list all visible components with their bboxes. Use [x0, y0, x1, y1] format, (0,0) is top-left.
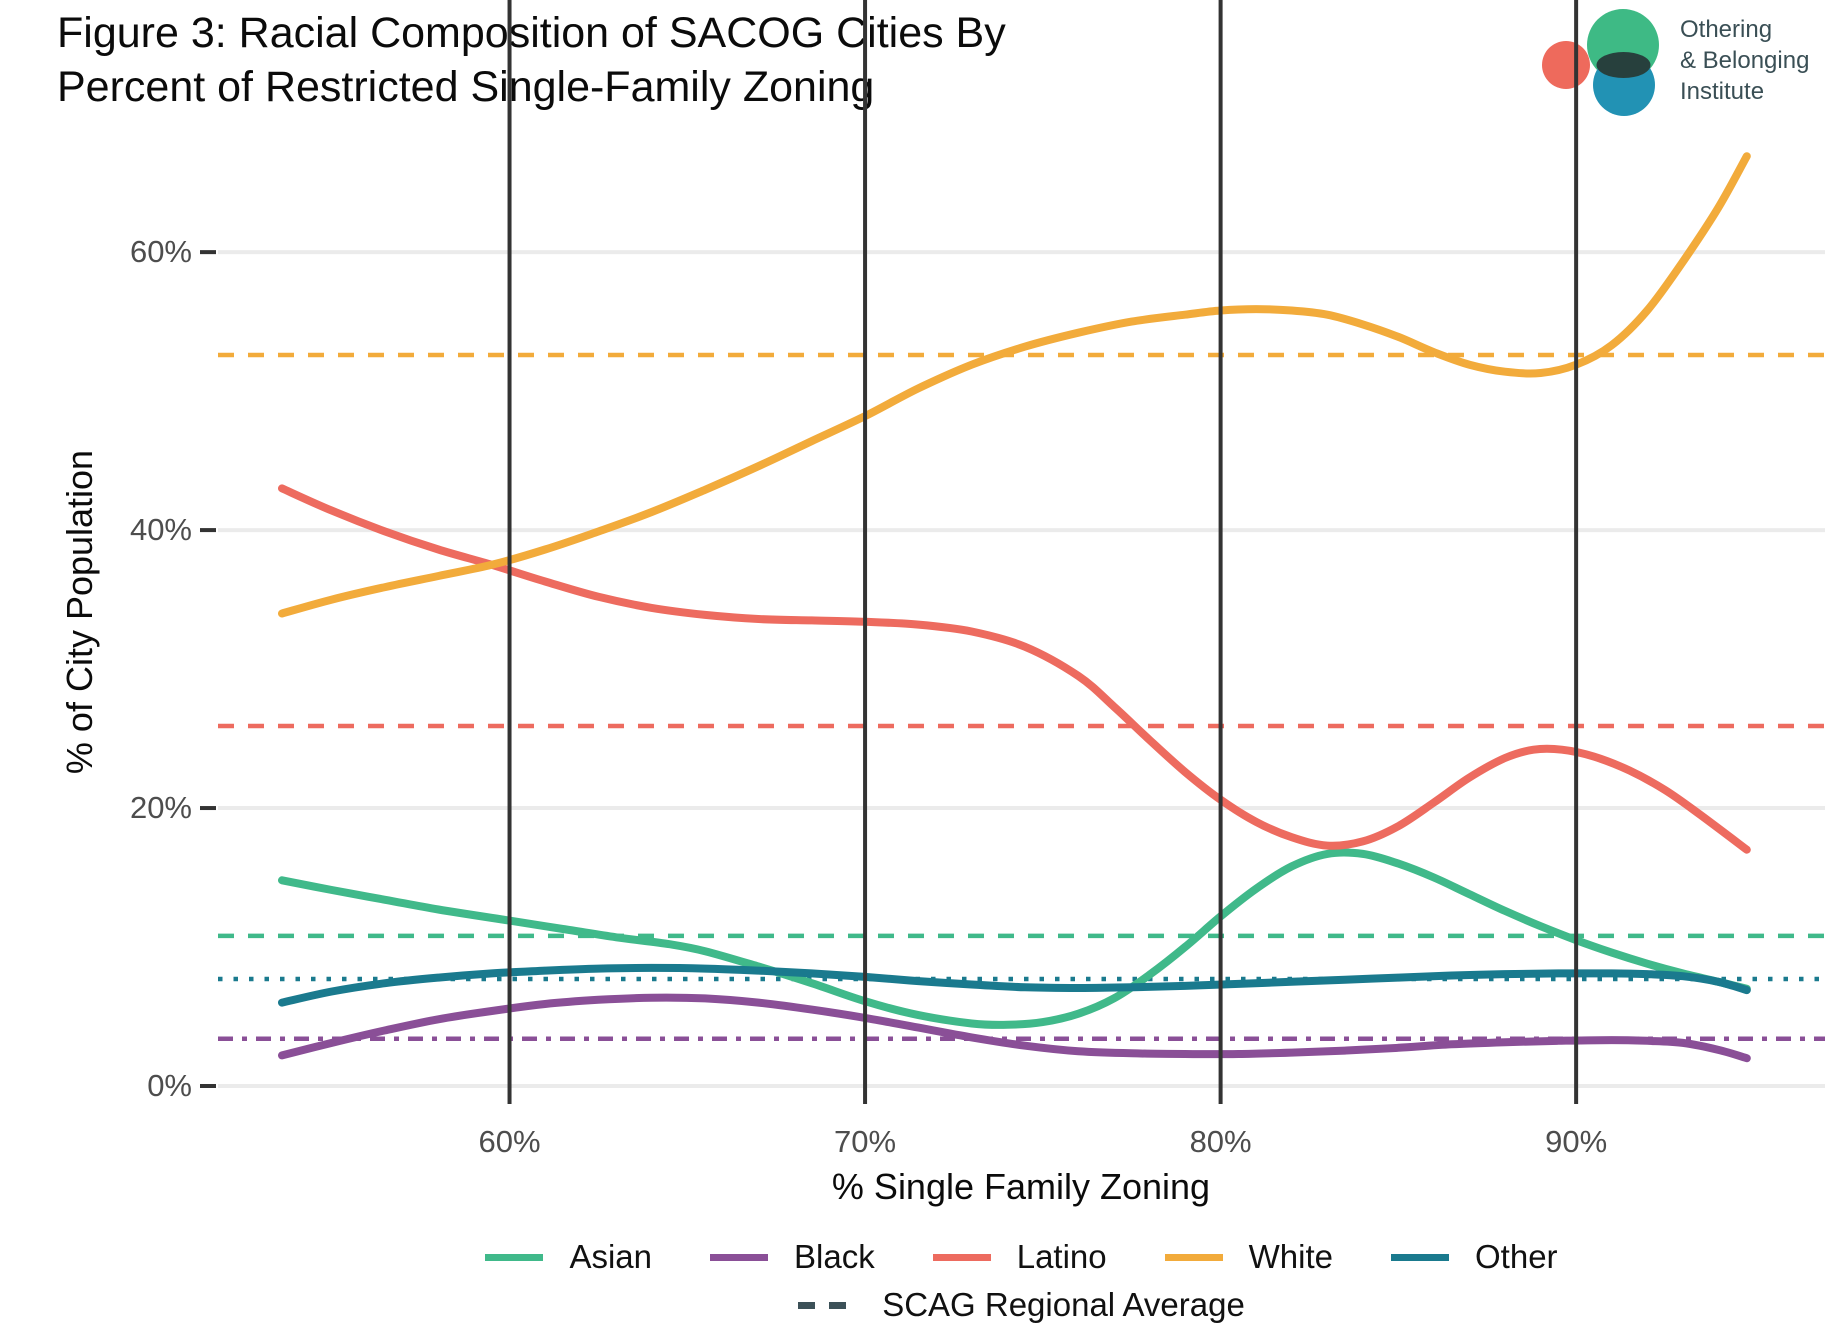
obi-logo: Othering & Belonging Institute [1542, 9, 1809, 116]
logo-overlap-lens [1596, 52, 1651, 78]
figure-title: Figure 3: Racial Composition of SACOG Ci… [57, 6, 1006, 114]
x-tick-label: 90% [1545, 1124, 1608, 1159]
legend-label-other: Other [1475, 1238, 1558, 1275]
x-tick-label: 80% [1189, 1124, 1252, 1159]
curve-black [278, 993, 1751, 1063]
y-tick-label: 0% [147, 1068, 192, 1103]
legend-key-white [1164, 1253, 1223, 1261]
legend-label-asian: Asian [569, 1238, 653, 1275]
legend-key-scag-average [798, 1301, 857, 1309]
y-tick-label: 20% [129, 790, 192, 826]
logo-org-line1: Othering [1680, 16, 1772, 43]
logo-org-line2: & Belonging [1680, 47, 1809, 74]
curve-other [278, 963, 1751, 1007]
y-tick-label: 40% [129, 512, 192, 548]
logo-org-line3: Institute [1680, 78, 1764, 105]
legend-label-black: Black [794, 1238, 875, 1275]
curve-asian [278, 848, 1751, 1029]
legend-label-scag-average: SCAG Regional Average [882, 1286, 1245, 1323]
legend-key-asian [485, 1253, 544, 1261]
legend-label-white: White [1248, 1238, 1333, 1275]
x-axis-title: % Single Family Zoning [831, 1166, 1211, 1207]
curve-white [278, 152, 1751, 618]
y-axis-title: % of City Population [59, 449, 100, 775]
series-curves [278, 152, 1751, 1063]
legend-key-latino [932, 1253, 991, 1261]
x-tick-label: 70% [834, 1124, 897, 1159]
legend-row-groups: Asian Black Latino White Other [485, 1238, 1558, 1276]
legend-key-other [1391, 1253, 1449, 1261]
legend-item-black: Black [710, 1238, 875, 1276]
legend-item-white: White [1164, 1238, 1333, 1276]
legend-label-latino: Latino [1016, 1238, 1107, 1275]
axis-tick-marks [200, 0, 1579, 1104]
legend: Asian Black Latino White Other SCAG [218, 1238, 1825, 1324]
legend-item-latino: Latino [932, 1238, 1107, 1276]
regional-average-lines [218, 352, 1825, 1041]
figure-title-line1: Figure 3: Racial Composition of SACOG Ci… [57, 9, 1006, 57]
x-tick-label: 60% [478, 1124, 541, 1159]
figure-title-line2: Percent of Restricted Single-Family Zoni… [57, 63, 875, 112]
legend-item-scag-average: SCAG Regional Average [798, 1286, 1245, 1324]
legend-key-black [710, 1253, 769, 1261]
gridlines [218, 250, 1825, 1088]
legend-row-scag: SCAG Regional Average [798, 1286, 1245, 1324]
legend-item-asian: Asian [485, 1238, 652, 1276]
legend-item-other: Other [1391, 1238, 1558, 1276]
curve-latino [278, 484, 1751, 854]
y-tick-label: 60% [129, 234, 192, 270]
